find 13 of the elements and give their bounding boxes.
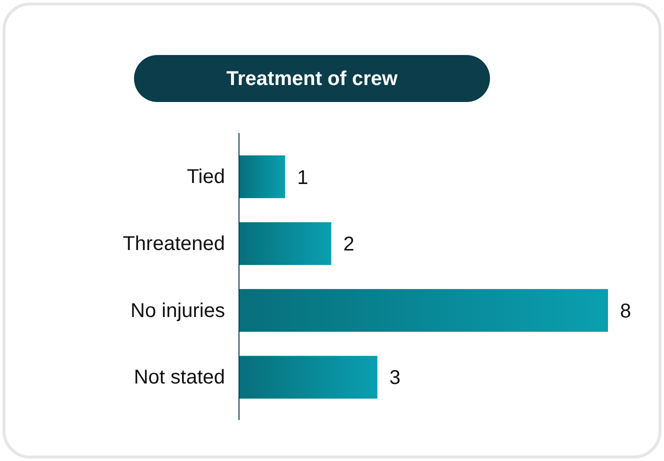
data-label: 8	[620, 300, 632, 322]
bar	[239, 155, 286, 198]
y-tick-label: Tied	[186, 166, 225, 188]
bar	[239, 289, 608, 332]
y-tick-label: Not stated	[134, 366, 225, 389]
chart-title: Treatment of crew	[226, 68, 398, 90]
data-label: 1	[297, 166, 308, 189]
y-tick-label: Threatened	[122, 232, 225, 255]
data-label: 3	[389, 367, 400, 390]
bar	[239, 222, 332, 265]
bar	[239, 356, 378, 399]
data-label: 2	[343, 234, 354, 256]
y-tick-label: No injuries	[130, 300, 225, 322]
